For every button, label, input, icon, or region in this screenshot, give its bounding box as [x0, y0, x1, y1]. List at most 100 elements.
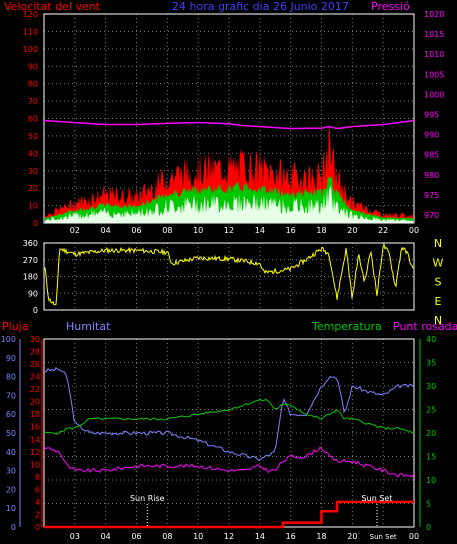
humidity-tick-label: 60 — [6, 410, 16, 419]
wind-x-tick-label: 20 — [347, 226, 357, 235]
wind-x-tick-label: 22 — [378, 226, 388, 235]
pressure-tick-label: 1000 — [424, 90, 444, 99]
climate-x-tick-label: 03 — [70, 532, 80, 541]
pressure-tick-label: 980 — [424, 171, 439, 180]
wind-speed-tick-label: 80 — [28, 80, 38, 89]
cardinal-label: S — [435, 276, 442, 289]
wind-speed-tick-label: 70 — [28, 97, 38, 106]
temperature-tick-label: 25 — [426, 406, 436, 415]
pressure-title: Pressió — [371, 0, 410, 13]
climate-x-tick-label: 10 — [193, 532, 203, 541]
wind-x-tick-label: 02 — [70, 226, 80, 235]
temperature-tick-label: 5 — [426, 500, 431, 509]
humidity-label: Humitat — [66, 320, 111, 333]
rain-tick-label: 16 — [30, 423, 40, 432]
direction-tick-label: 180 — [23, 273, 38, 282]
climate-x-tick-label: 18 — [316, 532, 326, 541]
direction-tick-label: 0 — [33, 306, 38, 315]
temperature-label: Temperatura — [312, 320, 382, 333]
humidity-tick-label: 80 — [6, 373, 16, 382]
rain-line — [44, 500, 414, 529]
rain-tick-label: 18 — [30, 410, 40, 419]
humidity-tick-label: 30 — [6, 467, 16, 476]
humidity-tick-label: 20 — [6, 485, 16, 494]
humidity-tick-label: 90 — [6, 354, 16, 363]
pressure-tick-label: 1015 — [424, 30, 444, 39]
cardinal-label: N — [434, 237, 442, 250]
rain-tick-label: 10 — [30, 460, 40, 469]
pressure-line — [43, 119, 415, 130]
temperature-tick-label: 30 — [426, 382, 436, 391]
climate-x-tick-label: 08 — [162, 532, 172, 541]
climate-x-tick-label: 20 — [347, 532, 357, 541]
rain-tick-label: 2 — [35, 510, 40, 519]
direction-tick-label: 90 — [28, 289, 38, 298]
rain-tick-label: 14 — [30, 435, 40, 444]
pressure-tick-label: 970 — [424, 211, 439, 220]
wind-speed-tick-label: 60 — [28, 115, 38, 124]
wind-x-tick-label: 16 — [286, 226, 296, 235]
wind-x-tick-label: 10 — [193, 226, 203, 235]
rain-tick-label: 22 — [30, 385, 40, 394]
pressure-tick-label: 1005 — [424, 70, 444, 79]
wind-speed-tick-label: 0 — [33, 219, 38, 228]
temperature-tick-label: 0 — [426, 523, 431, 532]
climate-x-tick-label: 16 — [286, 532, 296, 541]
temperature-tick-label: 40 — [426, 335, 436, 344]
wind-x-tick-label: 12 — [224, 226, 234, 235]
pressure-tick-label: 985 — [424, 151, 439, 160]
wind-speed-tick-label: 90 — [28, 62, 38, 71]
wind-panel-grid — [44, 14, 414, 223]
humidity-line — [43, 367, 415, 461]
pressure-tick-label: 975 — [424, 191, 439, 200]
wind-speed-tick-label: 40 — [28, 149, 38, 158]
wind-x-tick-label: 08 — [162, 226, 172, 235]
wind-speed-tick-label: 30 — [28, 167, 38, 176]
climate-x-tick-label: 06 — [131, 532, 141, 541]
wind-x-tick-label: 00 — [409, 226, 419, 235]
wind-min-area — [45, 185, 413, 223]
wind-x-tick-label: 04 — [101, 226, 111, 235]
cardinal-label: E — [435, 295, 442, 308]
climate-x-tick-label: 04 — [101, 532, 111, 541]
rain-tick-label: 12 — [30, 448, 40, 457]
rain-tick-label: 26 — [30, 360, 40, 369]
wind-speed-tick-label: 10 — [28, 202, 38, 211]
pressure-tick-label: 1010 — [424, 50, 444, 59]
rain-tick-label: 6 — [35, 485, 40, 494]
rain-tick-label: 30 — [30, 335, 40, 344]
direction-panel-grid — [44, 243, 414, 310]
climate-x-tick-label: 14 — [255, 532, 265, 541]
humidity-tick-label: 50 — [6, 429, 16, 438]
humidity-tick-label: 10 — [6, 504, 16, 513]
direction-panel-frame — [43, 242, 415, 311]
rain-tick-label: 0 — [35, 523, 40, 532]
humidity-tick-label: 40 — [6, 448, 16, 457]
pressure-tick-label: 1020 — [424, 10, 444, 19]
rain-tick-label: 4 — [35, 498, 40, 507]
wind-speed-tick-label: 20 — [28, 184, 38, 193]
pressure-tick-label: 990 — [424, 131, 439, 140]
wind-direction-line — [44, 242, 414, 306]
wind-x-tick-label: 06 — [131, 226, 141, 235]
rain-tick-label: 24 — [30, 373, 40, 382]
sunrise-label: Sun Rise — [130, 494, 165, 503]
wind-x-tick-label: 14 — [255, 226, 265, 235]
rain-tick-label: 28 — [30, 348, 40, 357]
cardinal-label: W — [433, 256, 444, 269]
humidity-tick-label: 70 — [6, 391, 16, 400]
wind-speed-tick-label: 50 — [28, 132, 38, 141]
temperature-tick-label: 35 — [426, 359, 436, 368]
humidity-tick-label: 100 — [1, 335, 16, 344]
rain-label: Pluja — [2, 320, 29, 333]
temperature-tick-label: 15 — [426, 453, 436, 462]
sunset-label: Sun Set — [362, 494, 393, 503]
wind-speed-tick-label: 110 — [23, 27, 38, 36]
climate-x-tick-label: 00 — [409, 532, 419, 541]
wind-speed-title: Velocitat del vent — [4, 0, 101, 13]
direction-tick-label: 270 — [23, 256, 38, 265]
dewpoint-label: Punt rosada — [393, 320, 457, 333]
direction-tick-label: 360 — [23, 239, 38, 248]
temperature-line — [43, 398, 415, 435]
